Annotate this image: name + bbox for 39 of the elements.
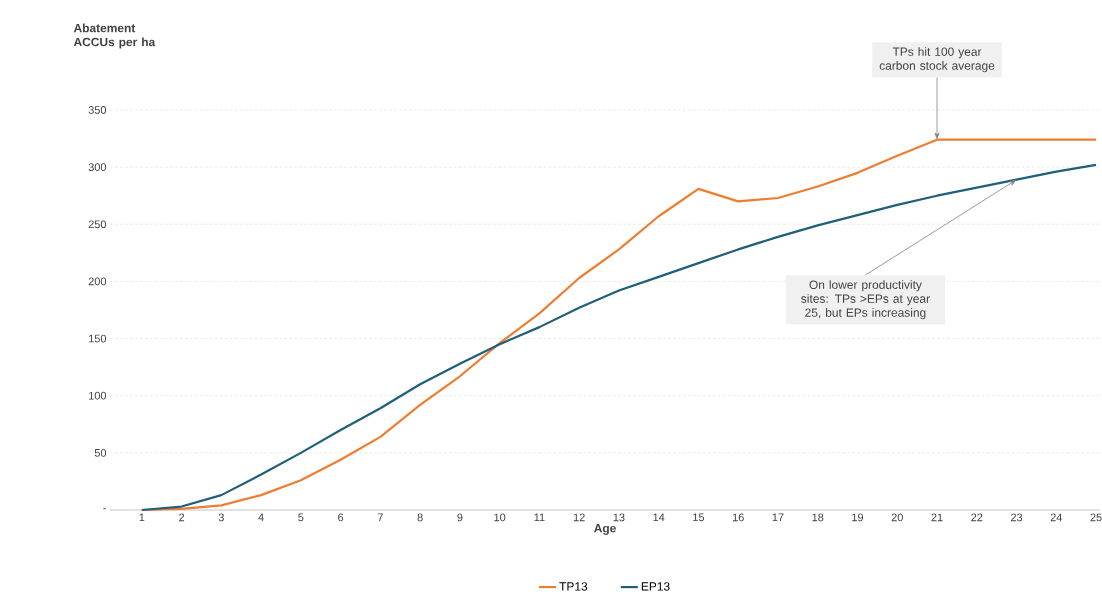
x-tick-label: 11 [534,513,545,522]
annotation: TPs hit 100 year carbon stock average [879,47,995,73]
x-tick-label: 22 [971,513,983,522]
x-tick-label: 15 [693,513,705,522]
x-tick-label: 21 [931,513,943,522]
y-tick-label: 150 [89,334,107,343]
y-tick-label: 200 [88,277,107,286]
y-tick-label: 250 [88,220,107,229]
x-tick-label: 13 [613,513,625,522]
y-axis-title: Abatement ACCUs per ha [73,23,156,49]
x-tick-label: 9 [457,513,463,522]
legend-label: TP13 [559,582,588,591]
x-tick-label: 4 [258,513,264,522]
x-tick-label: 3 [218,513,224,522]
x-tick-label: 24 [1050,513,1063,522]
x-axis-title: Age [594,524,616,535]
x-tick-label: 14 [653,513,665,522]
x-tick-label: 25 [1090,513,1102,522]
x-tick-label: 17 [772,513,784,522]
x-tick-label: 12 [573,513,585,522]
x-tick-label: 7 [377,513,383,522]
y-tick-label: 50 [94,448,107,457]
x-tick-label: 5 [298,513,304,522]
x-tick-label: 2 [179,513,185,522]
y-tick-label: 300 [88,163,107,172]
x-tick-label: 20 [891,513,903,522]
x-tick-label: 8 [417,513,423,522]
x-tick-label: 1 [139,513,145,522]
annotation: On lower productivity sites: TPs >EPs at year 25, but EPs increasing [801,280,930,320]
y-tick-label: - [103,508,106,510]
x-tick-label: 19 [852,513,864,522]
y-tick-label: 350 [88,106,107,114]
x-tick-label: 10 [494,513,506,522]
legend-label: EP13 [641,582,670,591]
y-tick-label: 100 [89,391,107,400]
x-tick-label: 23 [1010,513,1023,522]
x-tick-label: 16 [732,513,744,522]
x-tick-label: 18 [812,513,824,522]
x-tick-label: 6 [338,513,344,522]
